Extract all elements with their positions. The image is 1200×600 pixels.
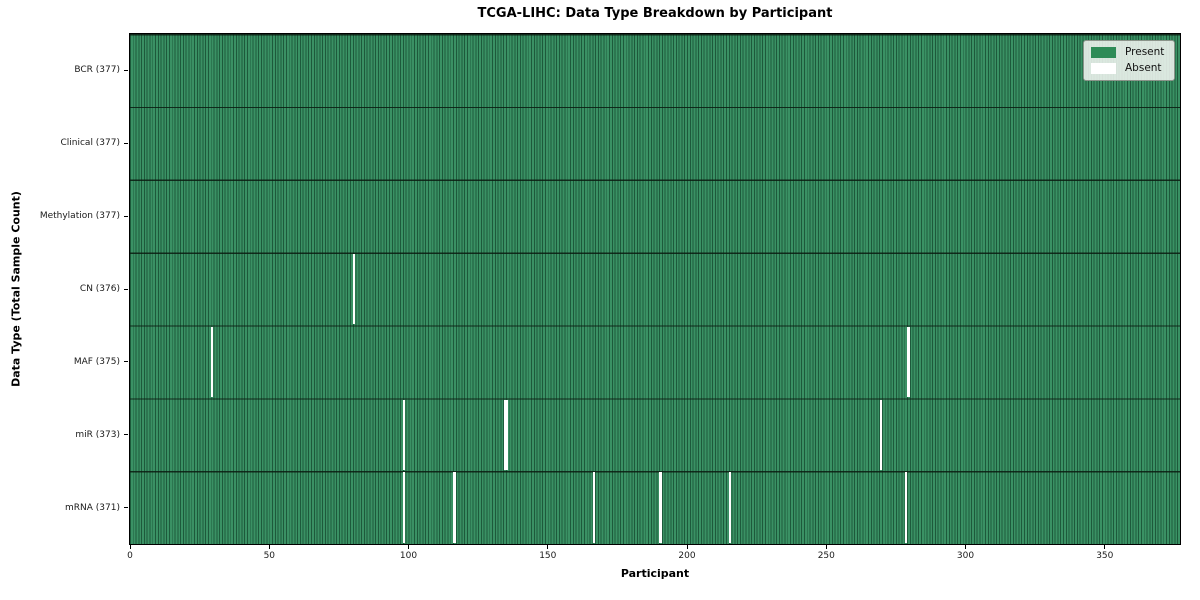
x-tick-label: 200 <box>678 551 696 561</box>
absent-marker <box>211 326 214 397</box>
absent-marker <box>907 326 910 397</box>
y-tick-label: Methylation (377) <box>39 211 120 222</box>
legend-label-absent: Absent <box>1125 62 1162 74</box>
x-tick-mark <box>1104 545 1106 549</box>
x-axis-label: Participant <box>620 567 690 580</box>
absent-marker <box>403 472 406 543</box>
y-tick-label: CN (376) <box>79 284 120 294</box>
absent-marker <box>503 399 506 470</box>
chart-title: TCGA-LIHC: Data Type Breakdown by Partic… <box>477 6 833 21</box>
y-tick-mark <box>124 507 128 509</box>
absent-marker <box>879 399 882 470</box>
x-tick-mark <box>965 545 966 549</box>
y-tick-mark <box>124 215 128 217</box>
y-tick-mark <box>124 142 128 144</box>
absent-marker <box>659 472 662 543</box>
x-tick-label: 350 <box>1096 551 1114 561</box>
x-tick-label: 250 <box>817 551 835 561</box>
x-tick-label: 0 <box>127 551 133 561</box>
absent-marker <box>353 253 356 325</box>
x-tick-mark <box>268 545 270 549</box>
absent-marker <box>729 472 732 543</box>
legend-swatch-absent-icon <box>1091 62 1116 74</box>
legend-item-present: Present <box>1091 46 1164 58</box>
y-tick-mark <box>124 288 128 290</box>
absent-marker <box>506 399 509 470</box>
x-tick-label: 150 <box>539 551 557 561</box>
x-tick-mark <box>686 545 688 549</box>
absent-marker <box>592 472 595 543</box>
legend: Present Absent <box>1083 40 1176 81</box>
x-tick-mark <box>408 545 409 549</box>
legend-swatch-present-icon <box>1091 46 1116 58</box>
y-tick-label: miR (373) <box>75 429 120 440</box>
y-tick-label: MAF (375) <box>73 356 120 367</box>
absent-marker <box>904 472 907 543</box>
absent-marker <box>403 399 406 470</box>
y-tick-mark <box>124 434 128 436</box>
x-tick-label: 300 <box>956 551 975 561</box>
x-tick-mark <box>547 545 549 549</box>
plot-area <box>129 33 1181 545</box>
y-tick-label: mRNA (371) <box>65 502 120 513</box>
x-tick-label: 100 <box>399 551 418 561</box>
y-tick-mark <box>124 361 128 363</box>
y-tick-label: BCR (377) <box>74 65 120 76</box>
x-tick-label: 50 <box>263 551 276 561</box>
y-tick-label: Clinical (377) <box>60 138 120 149</box>
legend-item-absent: Absent <box>1091 62 1164 74</box>
y-tick-mark <box>124 69 128 71</box>
x-tick-mark <box>825 545 827 549</box>
legend-label-present: Present <box>1125 46 1165 58</box>
x-tick-mark <box>129 545 131 549</box>
absent-marker <box>453 472 456 543</box>
